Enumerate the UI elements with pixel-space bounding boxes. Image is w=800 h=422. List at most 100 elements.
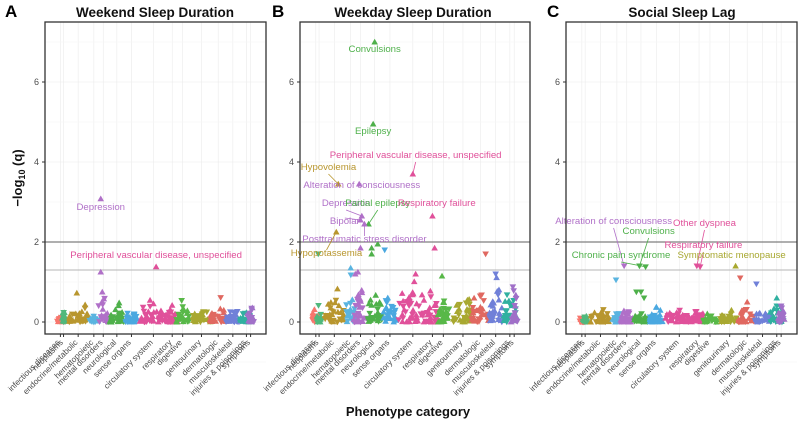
annotation-leader-line <box>620 261 646 268</box>
data-point <box>83 310 91 317</box>
data-point <box>112 315 120 322</box>
data-point <box>433 301 440 307</box>
plot-frame <box>44 21 267 335</box>
data-point-highlight <box>431 244 438 251</box>
data-point-highlight <box>412 270 419 277</box>
data-point <box>478 292 485 299</box>
data-point <box>704 310 711 317</box>
data-point <box>108 313 115 320</box>
data-point <box>470 309 477 315</box>
data-point <box>383 300 391 306</box>
data-point <box>480 298 487 304</box>
data-point <box>676 318 684 325</box>
y-tick-label: 0 <box>289 317 294 327</box>
data-point-highlight <box>777 303 785 310</box>
data-point <box>776 318 784 325</box>
data-point-annotated <box>371 38 378 45</box>
data-point <box>366 310 374 317</box>
data-point <box>456 301 464 308</box>
annotated-point: Hypopotassemia <box>291 228 363 259</box>
data-point <box>317 311 325 318</box>
data-point <box>418 291 426 298</box>
data-point <box>455 306 463 312</box>
data-point <box>431 302 438 308</box>
data-point <box>130 312 138 319</box>
data-point <box>604 311 611 317</box>
data-point <box>685 313 693 320</box>
x-axis-title: Phenotype category <box>346 404 471 419</box>
data-point-highlight <box>357 244 364 251</box>
data-point <box>388 303 395 310</box>
data-point <box>155 318 162 325</box>
y-tick-label: 2 <box>289 237 294 247</box>
data-point <box>102 319 110 326</box>
data-point <box>118 315 126 322</box>
data-point <box>178 298 185 304</box>
data-point <box>776 311 784 318</box>
data-point <box>140 308 148 315</box>
data-point <box>197 310 205 316</box>
data-point <box>395 317 402 323</box>
data-point <box>600 307 607 313</box>
data-point <box>239 311 247 317</box>
annotation-label: Chronic pain syndrome <box>572 250 671 261</box>
annotation-leader-line <box>639 237 650 267</box>
data-point <box>453 302 460 308</box>
annotation-label: Symptomatic menopause <box>678 250 786 261</box>
data-point <box>495 310 503 316</box>
data-point <box>743 307 750 313</box>
annotated-point: Symptomatic menopause <box>678 250 786 269</box>
data-point <box>676 307 683 314</box>
panel-letter-c: C <box>547 2 559 21</box>
annotated-point: Partial epilepsy <box>345 198 410 227</box>
data-point <box>441 314 449 321</box>
data-point <box>232 318 239 324</box>
data-point <box>157 307 165 314</box>
annotation-label: Respiratory failure <box>664 240 742 251</box>
y-tick-label: 4 <box>555 157 560 167</box>
data-point <box>231 314 238 321</box>
data-point <box>656 311 664 318</box>
data-point <box>66 312 73 319</box>
data-point-annotated <box>732 262 739 269</box>
data-point <box>509 317 517 324</box>
data-point <box>371 312 379 319</box>
data-point <box>380 308 387 315</box>
data-point <box>436 318 444 325</box>
data-point <box>668 317 676 324</box>
data-point <box>377 300 385 307</box>
data-point <box>139 304 147 311</box>
data-point <box>409 307 417 313</box>
data-point <box>217 295 224 301</box>
annotated-point: Depression <box>322 198 370 219</box>
data-point-highlight <box>773 303 781 310</box>
data-point-annotated <box>152 263 160 270</box>
data-point <box>230 309 237 316</box>
data-point <box>354 318 362 325</box>
data-point <box>641 313 649 319</box>
y-axis-title-q: (q) <box>10 149 25 169</box>
data-point <box>463 305 471 312</box>
annotated-point: Respiratory failure <box>664 240 742 271</box>
data-point-highlight <box>637 289 645 296</box>
data-point <box>403 318 410 325</box>
grid <box>566 22 797 363</box>
data-point <box>150 300 157 307</box>
annotation-label: Bipolar <box>330 216 361 227</box>
data-point <box>664 319 672 326</box>
data-point <box>428 318 435 325</box>
annotation-leader-line <box>696 229 705 267</box>
data-point-highlight <box>97 268 105 275</box>
data-point <box>443 311 450 318</box>
data-point <box>620 307 628 314</box>
plot-frame <box>299 21 531 335</box>
data-point <box>136 317 144 324</box>
y-axis-title: −log10 (q) <box>10 149 27 206</box>
panel-c: C Social Sleep Lag Alteration of conscio… <box>528 2 798 398</box>
data-point <box>95 303 102 310</box>
data-point <box>354 310 362 317</box>
data-point <box>168 302 176 308</box>
data-point <box>391 309 398 316</box>
data-point <box>501 298 509 304</box>
points-background <box>54 288 258 326</box>
